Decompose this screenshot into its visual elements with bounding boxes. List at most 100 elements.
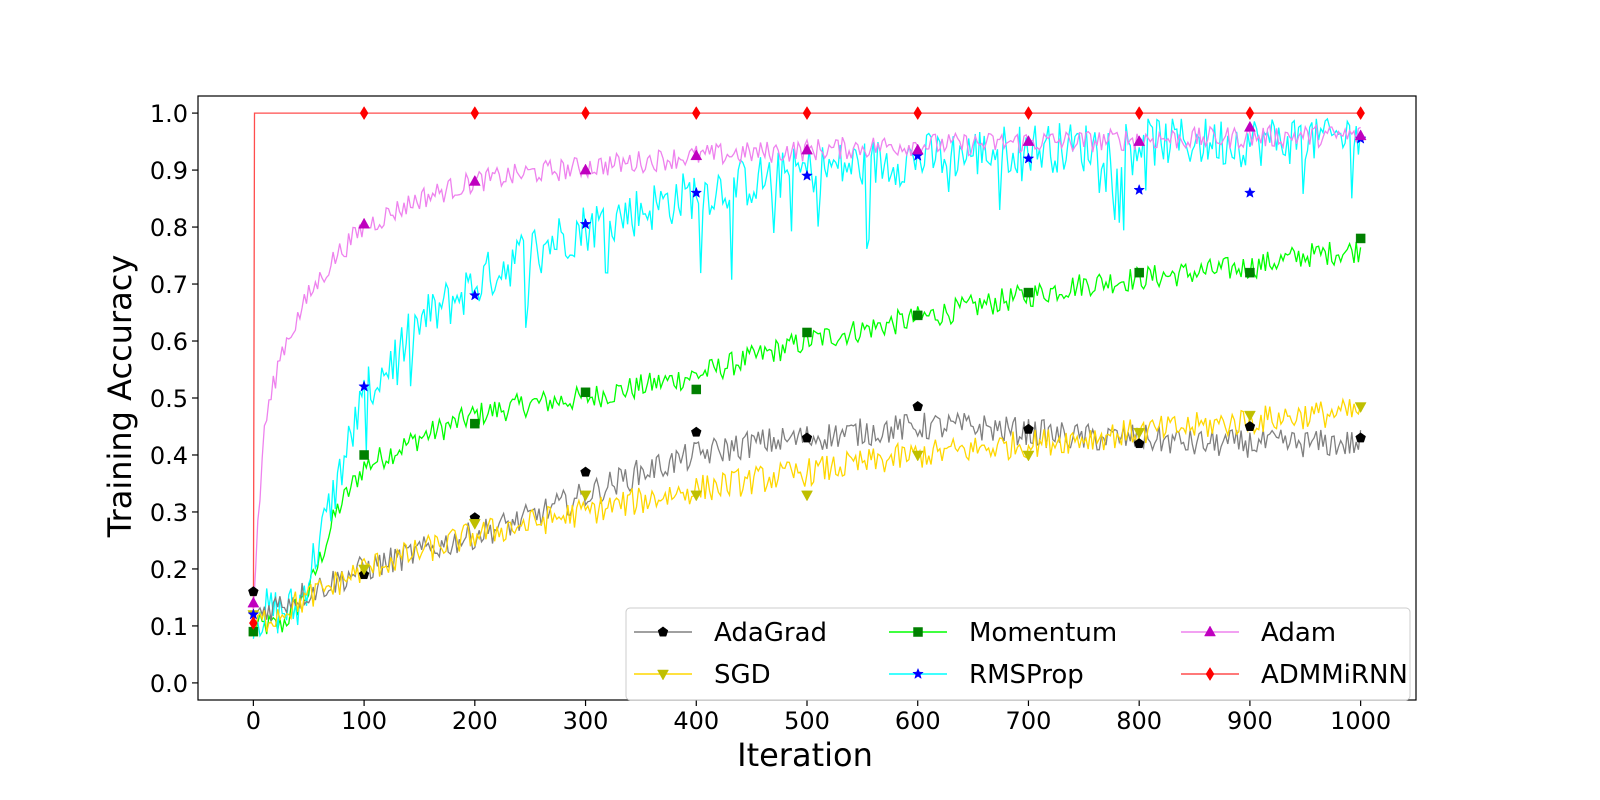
legend-item-adagrad: AdaGrad — [634, 618, 827, 648]
marker-admmirnn — [1245, 106, 1255, 121]
marker-admmirnn — [581, 106, 590, 121]
marker-adagrad — [1133, 438, 1145, 449]
marker-sgd — [1243, 410, 1256, 422]
marker-rmsprop — [579, 217, 592, 230]
marker-rmsprop — [358, 380, 370, 392]
y-tick-label: 1.0 — [150, 100, 188, 128]
marker-momentum — [912, 310, 923, 321]
x-tick-label: 300 — [563, 707, 609, 735]
marker-layer — [247, 106, 1367, 637]
marker-admmirnn — [1134, 106, 1144, 121]
legend-item-momentum: Momentum — [889, 618, 1117, 648]
marker-adagrad — [1244, 420, 1256, 431]
marker-admmirnn — [1024, 106, 1033, 121]
marker-momentum — [1023, 287, 1034, 298]
x-tick-label: 800 — [1116, 707, 1162, 735]
marker-admmirnn — [470, 106, 480, 121]
marker-adagrad — [248, 586, 259, 597]
marker-adam — [1133, 135, 1146, 146]
marker-adagrad — [1355, 432, 1366, 443]
y-tick-label: 0.3 — [150, 499, 188, 527]
marker-rmsprop — [1133, 183, 1146, 196]
y-tick-label: 0.1 — [150, 613, 188, 641]
marker-admmirnn — [691, 106, 701, 121]
marker-momentum — [802, 327, 812, 338]
legend-marker-rmsprop — [912, 667, 924, 679]
legend-item-rmsprop: RMSProp — [889, 660, 1084, 690]
y-tick-label: 0.5 — [150, 385, 188, 413]
y-axis-title: Training Accuracy — [101, 255, 139, 539]
marker-adam — [1243, 120, 1256, 132]
marker-admmirnn — [802, 106, 812, 121]
y-tick-label: 0.9 — [150, 157, 188, 185]
marker-adam — [911, 143, 924, 155]
legend-label: Momentum — [969, 618, 1117, 648]
legend-item-sgd: SGD — [634, 660, 771, 690]
series-line-adam — [252, 123, 1361, 609]
y-tick-label: 0.8 — [150, 214, 188, 242]
y-tick-label: 0.2 — [150, 556, 188, 584]
legend-label: RMSProp — [969, 660, 1084, 690]
marker-adam — [358, 217, 371, 229]
legend-label: SGD — [714, 660, 771, 690]
x-tick-label: 200 — [452, 707, 498, 735]
legend: AdaGrad Momentum Adam SGD RMSProp ADMMiRNN — [625, 607, 1411, 701]
marker-rmsprop — [468, 289, 481, 301]
marker-sgd — [801, 490, 813, 502]
marker-sgd — [690, 490, 703, 502]
y-tick-label: 0.0 — [150, 670, 188, 698]
series-line-adagrad — [252, 411, 1362, 624]
marker-sgd — [1133, 427, 1146, 439]
x-tick-label: 400 — [673, 707, 719, 735]
marker-momentum — [359, 450, 369, 460]
marker-adagrad — [1023, 423, 1034, 434]
marker-sgd — [468, 519, 481, 530]
marker-momentum — [580, 387, 591, 398]
marker-adam — [1354, 129, 1367, 141]
marker-admmirnn — [249, 616, 258, 631]
legend-marker-adagrad — [657, 626, 669, 637]
marker-sgd — [358, 564, 371, 576]
series-line-admmirnn — [252, 112, 1361, 624]
marker-adam — [247, 596, 260, 608]
x-tick-label: 900 — [1227, 707, 1273, 735]
y-tick-label: 0.4 — [150, 442, 188, 470]
legend-item-admmirnn: ADMMiRNN — [1181, 660, 1408, 690]
marker-adam — [801, 143, 813, 155]
marker-admmirnn — [1356, 106, 1365, 121]
marker-adagrad — [691, 426, 702, 437]
marker-adagrad — [801, 432, 813, 443]
legend-label: AdaGrad — [714, 618, 827, 648]
x-tick-label: 700 — [1006, 707, 1052, 735]
marker-rmsprop — [1022, 152, 1035, 164]
marker-adam — [468, 174, 481, 186]
marker-momentum — [1134, 267, 1144, 278]
marker-momentum — [470, 418, 480, 429]
x-tick-label: 1000 — [1330, 707, 1391, 735]
legend-marker-sgd — [657, 669, 669, 681]
marker-sgd — [579, 490, 592, 502]
x-axis-title: Iteration — [737, 736, 873, 774]
marker-rmsprop — [690, 186, 703, 198]
marker-adam — [579, 163, 592, 175]
ticks: 0 100 200 300 400 500 600 700 800 900 1000 0.0 0.1 0.… — [150, 100, 1391, 735]
marker-momentum — [1245, 267, 1255, 278]
marker-adagrad — [580, 466, 591, 477]
marker-adam — [690, 149, 703, 161]
marker-sgd — [1354, 402, 1367, 414]
marker-admmirnn — [359, 106, 369, 121]
marker-adam — [1022, 135, 1035, 146]
marker-rmsprop — [1244, 186, 1256, 198]
marker-rmsprop — [801, 169, 813, 181]
y-tick-label: 0.7 — [150, 271, 188, 299]
x-tick-label: 600 — [895, 707, 941, 735]
x-tick-label: 0 — [246, 707, 261, 735]
legend-label: ADMMiRNN — [1261, 660, 1408, 690]
legend-marker-momentum — [913, 627, 923, 637]
y-tick-label: 0.6 — [150, 328, 188, 356]
legend-marker-admmirnn — [1205, 667, 1215, 681]
legend-label: Adam — [1261, 618, 1336, 648]
marker-sgd — [911, 450, 924, 462]
x-tick-label: 100 — [341, 707, 387, 735]
